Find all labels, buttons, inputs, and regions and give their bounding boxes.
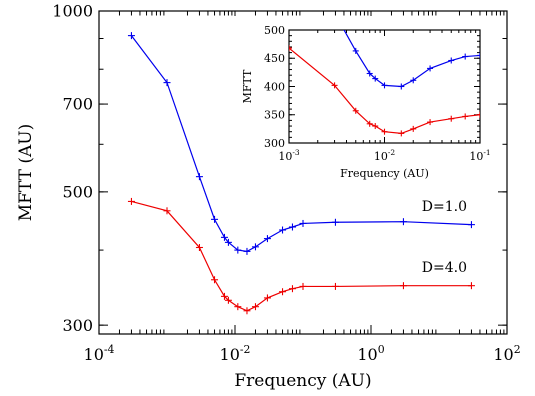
main-data-point-blue [211, 215, 219, 223]
main-data-point-red [243, 307, 251, 315]
main-x-tick-base: 10 [220, 345, 240, 364]
main-data-point-red [279, 288, 287, 296]
inset-data-point-red [410, 125, 417, 132]
main-data-point-blue [127, 32, 135, 40]
main-x-tick-label: 102 [493, 343, 520, 364]
main-data-point-red [263, 294, 271, 302]
inset-data-point-blue [427, 65, 434, 72]
inset-data-point-red [372, 123, 379, 130]
inset-data-point-red [462, 113, 469, 120]
main-x-tick-exponent: 0 [378, 343, 385, 356]
main-x-tick-exponent: -2 [240, 343, 251, 356]
main-data-point-red [399, 282, 407, 290]
main-data-point-blue [288, 223, 296, 231]
main-data-point-blue [234, 246, 242, 254]
inset-data-point-red [477, 111, 480, 118]
inset-y-tick-label: 500 [264, 24, 285, 37]
main-x-tick-exponent: -4 [104, 343, 115, 356]
inset-x-tick-exponent: -3 [292, 148, 300, 157]
main-data-point-red [467, 282, 475, 290]
main-data-point-red [127, 197, 135, 205]
main-data-point-blue [163, 79, 171, 87]
inset-data-point-red [398, 130, 405, 137]
inset-x-tick-base: 10 [374, 150, 388, 163]
main-frame [98, 10, 508, 335]
inset-x-tick-base: 10 [278, 150, 292, 163]
inset-data-point-blue [366, 70, 373, 77]
main-data-point-red [331, 282, 339, 290]
inset-x-tick-exponent: -1 [483, 148, 490, 157]
inset-data-point-blue [410, 77, 417, 84]
inset-x-axis-title: Frequency (AU) [340, 167, 429, 180]
inset-data-point-red [381, 128, 388, 135]
main-series-line-blue [130, 35, 472, 253]
main-data-point-red [195, 243, 203, 251]
main-data-point-red [251, 303, 259, 311]
main-data-point-blue [263, 235, 271, 243]
main-data-point-blue [243, 247, 251, 255]
main-x-tick-label: 100 [357, 343, 384, 364]
inset-data-point-red [427, 119, 434, 126]
inset-y-tick-label: 300 [264, 137, 285, 150]
main-data-point-red [234, 303, 242, 311]
main-data-point-red [224, 296, 232, 304]
main-y-tick-label: 700 [62, 95, 93, 114]
inset-x-tick-label: 10-1 [469, 148, 490, 163]
inset-data-point-blue [381, 82, 388, 89]
main-series-group [127, 32, 475, 315]
inset-data-point-red [289, 45, 292, 52]
inset-data-point-red [352, 107, 359, 114]
main-x-tick-exponent: 2 [514, 343, 521, 356]
inset-data-point-red [331, 82, 338, 89]
inset-data-point-blue [372, 75, 379, 82]
main-y-axis-title: MFTT (AU) [16, 124, 36, 221]
inset-data-point-red [448, 115, 455, 122]
main-y-tick-label: 500 [62, 182, 93, 201]
main-data-point-blue [251, 243, 259, 251]
inset-data-point-red [366, 120, 373, 127]
main-data-point-blue [195, 173, 203, 181]
main-data-point-blue [299, 219, 307, 227]
inset-x-tick-label: 10-3 [278, 148, 300, 163]
inset-x-tick-label: 10-2 [374, 148, 396, 163]
series-annotation: D=4.0 [422, 260, 467, 276]
main-y-tick-label: 300 [62, 316, 93, 335]
main-data-point-red [220, 292, 228, 300]
inset-data-point-blue [462, 53, 469, 60]
main-data-point-blue [399, 218, 407, 226]
main-x-axis-title: Frequency (AU) [234, 371, 371, 391]
inset-y-axis-title: MFTT [241, 69, 254, 103]
inset-x-tick-exponent: -2 [388, 148, 396, 157]
inset-y-tick-label: 350 [264, 109, 285, 122]
main-data-point-red [211, 276, 219, 284]
inset-data-point-blue [448, 57, 455, 64]
main-data-point-blue [467, 221, 475, 229]
series-annotation: D=1.0 [422, 199, 467, 215]
inset-data-point-blue [477, 52, 480, 59]
main-x-tick-base: 10 [357, 345, 377, 364]
main-data-point-red [163, 207, 171, 215]
main-x-tick-label: 10-4 [84, 343, 115, 364]
inset-series-group [289, 30, 480, 137]
main-x-tick-base: 10 [84, 345, 104, 364]
main-series-line-red [131, 200, 472, 312]
inset-data-point-blue [352, 47, 359, 54]
main-data-point-blue [331, 218, 339, 226]
inset-x-tick-base: 10 [469, 150, 483, 163]
main-x-tick-base: 10 [493, 345, 513, 364]
main-y-tick-label: 1000 [52, 2, 93, 21]
main-data-point-blue [220, 233, 228, 241]
main-x-tick-label: 10-2 [220, 343, 251, 364]
inset-data-point-blue [398, 83, 405, 90]
inset-panel [232, 16, 497, 186]
main-data-point-red [288, 285, 296, 293]
main-data-point-blue [224, 238, 232, 246]
main-data-point-blue [279, 226, 287, 234]
main-data-point-red [299, 282, 307, 290]
inset-y-tick-label: 400 [264, 80, 285, 93]
inset-y-tick-label: 450 [264, 52, 285, 65]
